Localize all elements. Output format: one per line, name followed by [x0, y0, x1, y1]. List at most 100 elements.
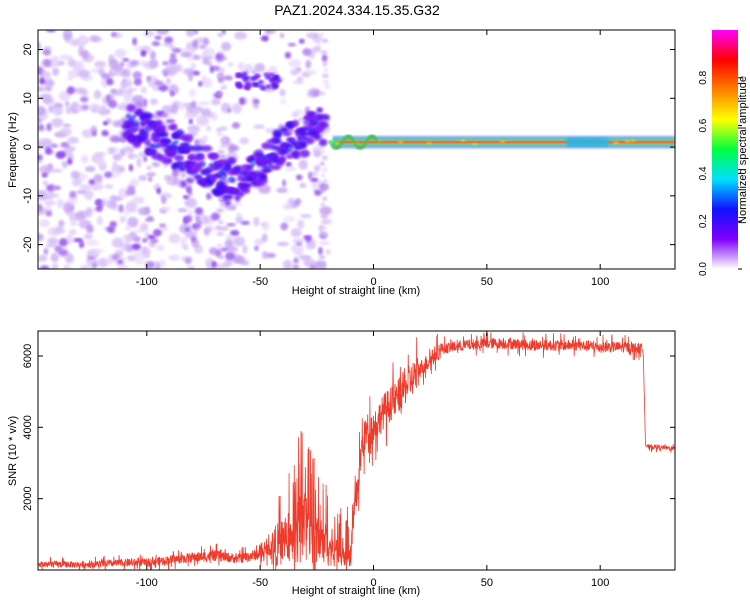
- heatmap-cell: [152, 86, 160, 91]
- heatmap-cell: [112, 153, 123, 161]
- heatmap-cell: [313, 133, 322, 141]
- heatmap-cell: [268, 72, 275, 77]
- heatmap-cell: [66, 86, 76, 95]
- heatmap-cell: [299, 182, 307, 188]
- heatmap-cell: [38, 233, 44, 242]
- heatmap-cell: [156, 30, 170, 36]
- heatmap-cell: [43, 45, 52, 50]
- heatmap-cell: [293, 109, 305, 115]
- band-start-core: [372, 136, 376, 139]
- heatmap-cell: [67, 69, 81, 78]
- heatmap-cell: [311, 145, 324, 152]
- heatmap-cell: [38, 117, 42, 124]
- heatmap-cell: [110, 88, 118, 94]
- heatmap-cell: [143, 156, 148, 163]
- heatmap-cell: [320, 202, 325, 207]
- heatmap-cell: [163, 70, 168, 77]
- heatmap-cell: [317, 246, 323, 256]
- heatmap-cell: [253, 83, 260, 88]
- heatmap-cell: [261, 142, 272, 150]
- heatmap-cell: [184, 227, 190, 232]
- heatmap-cell: [297, 76, 303, 83]
- heatmap-cell: [272, 83, 279, 88]
- heatmap-peak: [131, 114, 137, 119]
- heatmap-cell: [182, 245, 189, 251]
- band-texture: [500, 140, 506, 143]
- heatmap-cell: [65, 106, 72, 115]
- heatmap-cell: [172, 177, 179, 186]
- heatmap-cell: [188, 153, 195, 161]
- heatmap-cell: [107, 99, 118, 109]
- heatmap-cell: [184, 199, 193, 204]
- snr-frame: [37, 330, 676, 571]
- heatmap-cell: [219, 50, 226, 55]
- heatmap-cell: [134, 100, 145, 109]
- heatmap-peak: [173, 140, 179, 145]
- heatmap-cell: [182, 133, 194, 142]
- heatmap-cell: [305, 59, 312, 69]
- heatmap-cell: [246, 165, 254, 171]
- heatmap-cell: [141, 112, 153, 120]
- x-tick-label: -50: [252, 577, 268, 589]
- heatmap-cell: [217, 219, 224, 225]
- heatmap-cell: [161, 61, 170, 66]
- heatmap-cell: [177, 208, 188, 213]
- heatmap-cell: [38, 86, 47, 92]
- heatmap-cell: [161, 112, 168, 117]
- heatmap-cell: [295, 250, 304, 258]
- x-tick-label: 0: [370, 577, 376, 589]
- heatmap-cell: [321, 184, 330, 190]
- heatmap-cell: [111, 254, 120, 261]
- heatmap-cell: [232, 236, 246, 247]
- band-start-core: [354, 143, 358, 146]
- heatmap-cell: [63, 146, 73, 157]
- heatmap-cell: [294, 198, 302, 205]
- heatmap-cell: [117, 86, 128, 94]
- heatmap-cell: [243, 64, 254, 72]
- heatmap-cell: [240, 220, 250, 226]
- heatmap-cell: [310, 46, 321, 53]
- heatmap-cell: [88, 102, 101, 112]
- heatmap-cell: [320, 266, 327, 269]
- heatmap-cells: [38, 30, 675, 269]
- heatmap-cell: [157, 124, 166, 130]
- heatmap-cell: [128, 164, 134, 172]
- heatmap-cell: [182, 217, 189, 225]
- heatmap-cell: [110, 136, 121, 143]
- heatmap-cell: [318, 32, 325, 38]
- heatmap-cell: [217, 196, 224, 201]
- heatmap-cell: [43, 71, 51, 79]
- x-tick-label: -50: [252, 276, 268, 288]
- heatmap-cell: [219, 79, 225, 84]
- heatmap-cell: [152, 228, 162, 237]
- heatmap-cell: [111, 237, 124, 248]
- heatmap-peak: [266, 163, 270, 167]
- heatmap-cell: [142, 238, 148, 243]
- band-start-core: [350, 138, 354, 141]
- heatmap-cell: [282, 259, 293, 269]
- heatmap-cell: [229, 144, 240, 152]
- heatmap-cell: [93, 89, 101, 100]
- heatmap-cell: [58, 238, 68, 247]
- heatmap-cell: [88, 179, 96, 185]
- heatmap-cell: [242, 244, 248, 254]
- snr-panel: -100 -50 0 50 100 2000 4000 6000 Height of str…: [7, 330, 676, 597]
- heatmap-cell: [217, 149, 225, 155]
- heatmap-cell: [86, 224, 94, 234]
- heatmap-cell: [211, 65, 221, 72]
- heatmap-cell: [298, 38, 305, 44]
- heatmap-cell: [237, 62, 245, 71]
- heatmap-cell: [285, 161, 292, 167]
- heatmap-cell: [82, 49, 90, 60]
- heatmap-cell: [46, 30, 56, 33]
- heatmap-cell: [41, 172, 48, 178]
- y-tick-label: 20: [22, 43, 34, 55]
- heatmap-cell: [143, 98, 148, 107]
- heatmap-cell: [194, 106, 203, 113]
- heatmap-cell: [38, 41, 42, 52]
- heatmap-cell: [145, 217, 155, 222]
- heatmap-cell: [304, 115, 314, 122]
- colorbar-label: Normalized spectral amplitude: [737, 76, 749, 224]
- heatmap-cell: [133, 249, 144, 260]
- heatmap-cell: [150, 238, 159, 244]
